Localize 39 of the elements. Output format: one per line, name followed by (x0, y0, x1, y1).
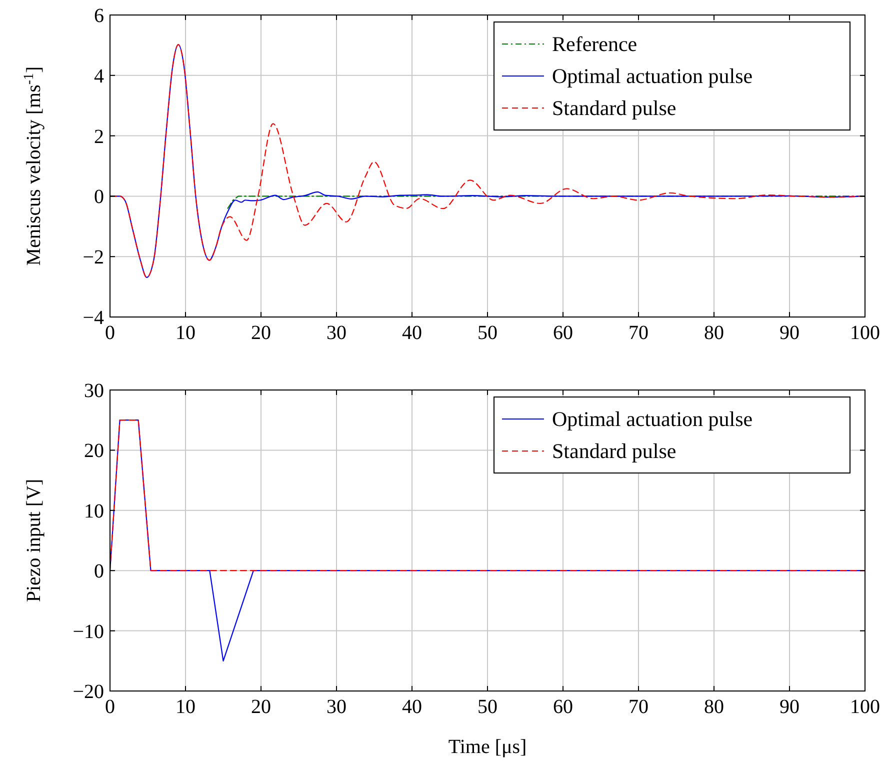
x-tick-label: 80 (704, 696, 724, 718)
x-tick-label: 20 (251, 322, 271, 344)
x-tick-label: 90 (780, 696, 800, 718)
x-tick-label: 90 (780, 322, 800, 344)
y-tick-label: −20 (72, 681, 104, 703)
y-tick-label: −10 (72, 620, 104, 643)
x-tick-label: 30 (326, 322, 346, 344)
x-tick-label: 40 (402, 322, 422, 344)
x-axis-title: Time [μs] (448, 736, 527, 758)
legend-label: Standard pulse (552, 439, 676, 463)
y-tick-label: 30 (84, 380, 104, 402)
y-tick-label: 20 (84, 440, 104, 462)
x-tick-label: 100 (850, 322, 880, 344)
y-tick-label: −2 (82, 246, 104, 269)
x-tick-label: 50 (478, 696, 498, 718)
y-tick-label: 0 (94, 560, 104, 583)
x-tick-label: 60 (553, 696, 573, 718)
x-tick-label: 70 (628, 322, 648, 344)
x-tick-label: 50 (478, 322, 498, 344)
y-tick-label: 4 (94, 65, 104, 88)
x-tick-label: 80 (704, 322, 724, 344)
legend-label: Standard pulse (552, 96, 676, 120)
legend-label: Reference (552, 32, 638, 56)
y-tick-label: 6 (94, 5, 104, 27)
y-tick-label: 10 (84, 500, 104, 522)
legend-label: Optimal actuation pulse (552, 64, 753, 88)
x-tick-label: 70 (628, 696, 648, 718)
legend-label: Optimal actuation pulse (552, 407, 753, 431)
x-tick-label: 100 (850, 696, 880, 718)
y-tick-label: 0 (94, 186, 104, 208)
x-tick-label: 20 (251, 696, 271, 718)
y-axis-title: Piezo input [V] (23, 478, 45, 602)
x-tick-label: 40 (402, 696, 422, 718)
x-tick-label: 30 (326, 696, 346, 718)
x-tick-label: 10 (176, 696, 196, 718)
y-tick-label: 2 (94, 126, 104, 148)
y-tick-label: −4 (82, 307, 104, 329)
x-tick-label: 10 (176, 322, 196, 344)
x-tick-label: 60 (553, 322, 573, 344)
